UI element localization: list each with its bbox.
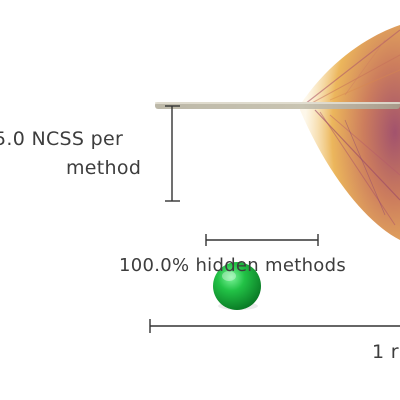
ncss-scale-bracket <box>165 105 180 202</box>
ncss-label-line2: method <box>66 157 142 179</box>
method-glyph <box>300 25 400 240</box>
method-needle <box>155 102 400 109</box>
bottom-scale-label: 1 r <box>372 341 399 363</box>
hidden-methods-scale <box>205 234 319 246</box>
green-ball-icon <box>213 262 261 310</box>
ncss-label-line1: 5.0 NCSS per <box>0 128 124 150</box>
hidden-methods-label: 100.0% hidden methods <box>119 255 347 276</box>
bottom-scale <box>149 319 400 333</box>
